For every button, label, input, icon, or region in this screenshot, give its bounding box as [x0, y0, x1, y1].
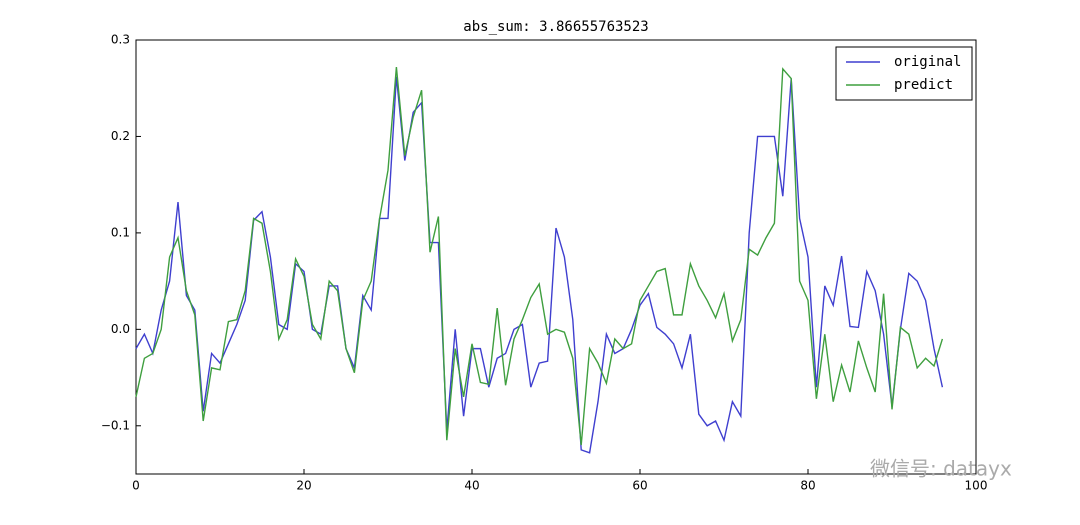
x-tick-label: 60 [632, 479, 647, 493]
y-tick-label: 0.3 [111, 33, 130, 47]
legend-box [835, 46, 973, 101]
plot-frame [135, 39, 977, 475]
watermark: 微信号: datayx [870, 457, 1012, 481]
x-tick-label: 80 [800, 479, 815, 493]
y-tick-label: −0.1 [101, 418, 130, 432]
legend-label: original [894, 54, 961, 70]
x-tick-label: 40 [464, 479, 479, 493]
y-tick-label: 0.1 [111, 225, 130, 239]
legend-label: predict [894, 77, 953, 93]
x-tick-label: 20 [296, 479, 311, 493]
x-tick-label: 0 [132, 479, 140, 493]
line [135, 76, 944, 454]
chart-title: abs_sum: 3.86655763523 [463, 19, 648, 35]
line [135, 66, 944, 446]
y-tick-label: 0.0 [111, 322, 130, 336]
x-tick-label: 100 [965, 479, 988, 493]
y-tick-label: 0.2 [111, 129, 130, 143]
